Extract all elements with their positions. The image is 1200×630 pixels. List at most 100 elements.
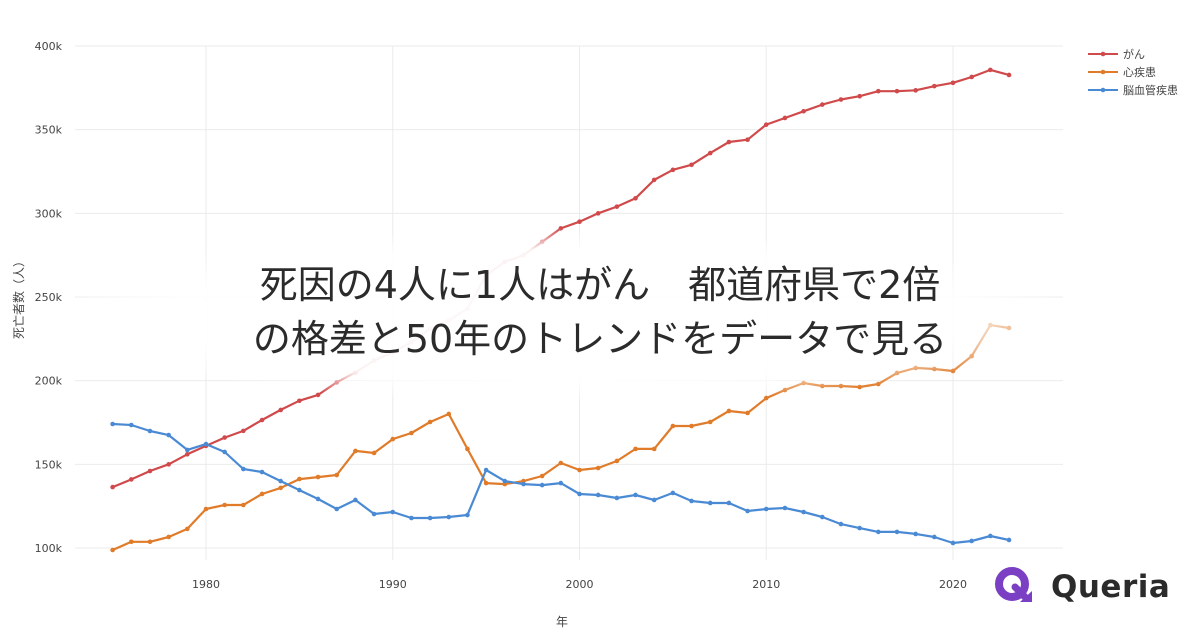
data-point[interactable] — [539, 482, 545, 488]
data-point[interactable] — [110, 484, 115, 490]
data-point[interactable] — [633, 195, 638, 201]
data-point[interactable] — [278, 407, 284, 413]
data-point[interactable] — [129, 539, 134, 545]
data-point[interactable] — [782, 115, 788, 121]
data-point[interactable] — [577, 219, 582, 224]
data-point[interactable] — [427, 515, 433, 521]
data-point[interactable] — [651, 446, 657, 452]
data-point[interactable] — [988, 67, 993, 73]
data-point[interactable] — [894, 88, 900, 94]
data-point[interactable] — [353, 448, 358, 454]
data-point[interactable] — [969, 538, 974, 544]
data-point[interactable] — [315, 474, 321, 480]
data-point[interactable] — [801, 108, 806, 114]
data-point[interactable] — [670, 490, 676, 496]
data-point[interactable] — [222, 435, 227, 440]
data-point[interactable] — [689, 423, 694, 429]
data-point[interactable] — [614, 458, 620, 464]
data-point[interactable] — [670, 167, 676, 173]
data-point[interactable] — [147, 428, 153, 434]
data-point[interactable] — [745, 508, 750, 514]
data-point[interactable] — [241, 466, 246, 472]
data-point[interactable] — [185, 451, 190, 457]
data-point[interactable] — [726, 408, 732, 414]
data-point[interactable] — [763, 506, 769, 512]
data-point[interactable] — [876, 88, 881, 94]
data-point[interactable] — [894, 529, 900, 535]
data-point[interactable] — [166, 432, 171, 438]
data-point[interactable] — [689, 162, 694, 168]
data-point[interactable] — [110, 421, 115, 427]
data-point[interactable] — [651, 497, 657, 503]
data-point[interactable] — [409, 430, 414, 436]
data-point[interactable] — [334, 506, 340, 512]
data-point[interactable] — [558, 460, 564, 466]
data-point[interactable] — [278, 478, 284, 484]
data-point[interactable] — [521, 481, 526, 487]
data-point[interactable] — [782, 505, 788, 511]
data-point[interactable] — [110, 547, 115, 553]
data-point[interactable] — [371, 511, 377, 517]
legend-item[interactable]: 心疾患 — [1088, 65, 1156, 79]
data-point[interactable] — [614, 204, 620, 209]
data-point[interactable] — [726, 500, 732, 506]
data-point[interactable] — [427, 419, 433, 425]
data-point[interactable] — [595, 211, 601, 216]
data-point[interactable] — [222, 449, 227, 455]
data-point[interactable] — [465, 446, 470, 452]
data-point[interactable] — [278, 485, 284, 491]
data-point[interactable] — [446, 411, 452, 417]
data-point[interactable] — [129, 422, 134, 428]
data-point[interactable] — [409, 515, 414, 521]
data-point[interactable] — [745, 137, 750, 143]
data-point[interactable] — [913, 531, 918, 537]
data-point[interactable] — [707, 500, 713, 506]
data-point[interactable] — [241, 502, 246, 508]
data-point[interactable] — [577, 467, 582, 473]
data-point[interactable] — [203, 441, 209, 447]
data-point[interactable] — [969, 74, 974, 80]
data-point[interactable] — [558, 480, 564, 486]
data-point[interactable] — [1006, 72, 1012, 78]
data-point[interactable] — [857, 93, 862, 99]
data-point[interactable] — [297, 487, 302, 493]
data-point[interactable] — [633, 446, 638, 452]
data-point[interactable] — [147, 468, 153, 474]
data-point[interactable] — [390, 509, 396, 515]
data-point[interactable] — [932, 534, 937, 540]
data-point[interactable] — [297, 476, 302, 482]
data-point[interactable] — [819, 514, 825, 520]
data-point[interactable] — [857, 525, 862, 531]
data-point[interactable] — [539, 473, 545, 479]
data-point[interactable] — [595, 465, 601, 471]
data-point[interactable] — [595, 492, 601, 498]
data-point[interactable] — [129, 477, 134, 482]
data-point[interactable] — [259, 491, 265, 497]
data-point[interactable] — [670, 423, 676, 429]
data-point[interactable] — [334, 472, 340, 478]
data-point[interactable] — [185, 526, 190, 532]
data-point[interactable] — [707, 150, 713, 156]
data-point[interactable] — [166, 534, 171, 540]
data-point[interactable] — [315, 496, 321, 502]
data-point[interactable] — [745, 410, 750, 416]
data-point[interactable] — [651, 177, 657, 183]
data-point[interactable] — [950, 540, 956, 546]
data-point[interactable] — [353, 497, 358, 503]
data-point[interactable] — [932, 83, 937, 89]
legend-item[interactable]: 脳血管疾患 — [1088, 83, 1178, 97]
legend-item[interactable]: がん — [1088, 47, 1145, 61]
data-point[interactable] — [222, 502, 227, 508]
data-point[interactable] — [502, 478, 508, 484]
data-point[interactable] — [726, 139, 732, 145]
data-point[interactable] — [371, 450, 377, 456]
data-point[interactable] — [483, 467, 489, 473]
data-point[interactable] — [838, 97, 844, 102]
data-point[interactable] — [950, 80, 956, 86]
data-point[interactable] — [763, 122, 769, 127]
data-point[interactable] — [913, 88, 918, 93]
data-point[interactable] — [483, 480, 489, 486]
data-point[interactable] — [259, 469, 265, 475]
data-point[interactable] — [988, 533, 993, 539]
